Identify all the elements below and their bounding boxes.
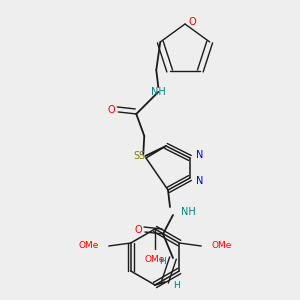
Text: NH: NH bbox=[151, 87, 166, 97]
Text: OMe: OMe bbox=[78, 242, 99, 250]
Text: O: O bbox=[188, 17, 196, 27]
Text: S: S bbox=[133, 151, 139, 161]
Text: N: N bbox=[196, 150, 204, 160]
Text: S: S bbox=[138, 151, 144, 161]
Text: OMe: OMe bbox=[211, 242, 232, 250]
Text: OMe: OMe bbox=[145, 256, 165, 265]
Text: H: H bbox=[160, 256, 167, 266]
Text: N: N bbox=[196, 176, 204, 186]
Text: O: O bbox=[134, 225, 142, 235]
Text: NH: NH bbox=[181, 207, 196, 217]
Text: O: O bbox=[107, 105, 115, 115]
Text: H: H bbox=[174, 280, 180, 290]
